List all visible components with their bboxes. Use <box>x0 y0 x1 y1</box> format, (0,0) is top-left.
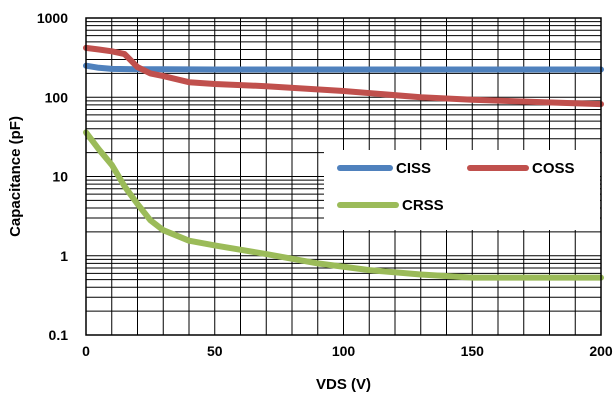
y-axis-title: Capacitance (pF) <box>7 116 24 237</box>
legend-label-crss: CRSS <box>402 197 444 214</box>
x-tick-label: 200 <box>589 343 613 359</box>
legend-box <box>324 150 600 230</box>
legend: CISS COSS CRSS <box>324 150 600 230</box>
x-tick-label: 0 <box>82 343 90 359</box>
x-tick-label: 150 <box>461 343 485 359</box>
series-line-crss <box>83 129 604 281</box>
x-tick-label: 100 <box>332 343 356 359</box>
legend-label-coss: COSS <box>532 160 575 177</box>
series-line-coss <box>83 44 604 108</box>
y-tick-label: 0.1 <box>49 327 69 343</box>
series-lines <box>83 44 604 281</box>
plot-frame <box>85 17 602 336</box>
x-axis-title: VDS (V) <box>316 376 371 393</box>
y-tick-label: 1000 <box>37 10 68 26</box>
tick-labels: 0 50 100 150 200 0.1 1 10 100 1000 <box>37 10 613 359</box>
y-tick-label: 10 <box>52 169 68 185</box>
y-tick-label: 1 <box>60 248 68 264</box>
y-tick-label: 100 <box>45 89 69 105</box>
legend-label-ciss: CISS <box>396 160 431 177</box>
series-line-ciss <box>83 62 604 73</box>
x-tick-label: 50 <box>207 343 223 359</box>
